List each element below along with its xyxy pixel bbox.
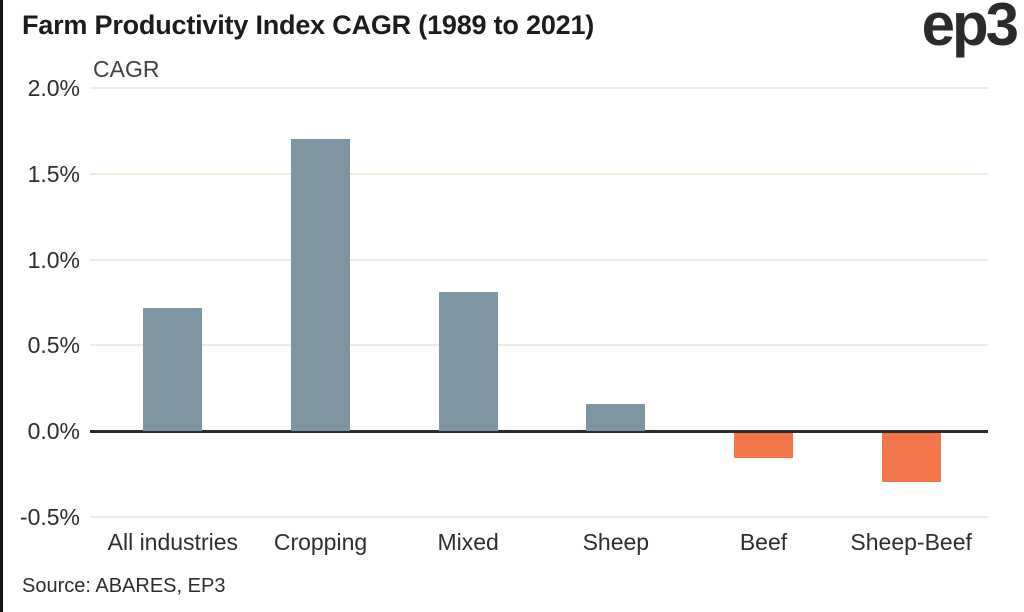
y-tick-label: -0.5% (19, 504, 80, 530)
bar-sheep (586, 403, 646, 432)
zero-baseline (90, 429, 988, 433)
y-tick-label: 1.5% (27, 160, 80, 187)
bar-beef (734, 432, 793, 459)
source-note: Source: ABARES, EP3 (22, 575, 226, 597)
y-tick-label: 2.0% (27, 75, 80, 101)
y-tick-label: 0.5% (27, 332, 80, 359)
gridline (90, 258, 988, 261)
bar-sheep-beef (881, 432, 941, 483)
category-label-cropping: Cropping (273, 529, 368, 555)
category-label-all-industries: All industries (107, 529, 239, 555)
y-tick-label: 0.0% (27, 418, 80, 445)
x-axis-labels: All industries Cropping Mixed Sheep Beef Shee… (0, 524, 1024, 560)
category-label-beef: Beef (739, 529, 788, 555)
category-label-mixed: Mixed (437, 529, 499, 555)
gridline (90, 516, 988, 518)
category-label-sheep-beef: Sheep-Beef (850, 529, 972, 555)
bar-cropping (291, 139, 350, 432)
bar-mixed (438, 292, 498, 432)
category-label-sheep: Sheep (582, 529, 650, 555)
bar-all-industries (143, 307, 203, 432)
ep3-logo: ep3 (921, 0, 1019, 58)
plot-area: 2.0% 1.5% 1.0% 0.5% 0.0% -0.5% (0, 75, 1024, 530)
chart-title: Farm Productivity Index CAGR (1989 to 20… (22, 10, 595, 40)
gridline (90, 87, 988, 89)
gridline (90, 344, 988, 347)
y-axis-title: CAGR (93, 56, 160, 82)
left-edge-strip (0, 0, 3, 612)
gridline (90, 172, 988, 175)
y-tick-label: 1.0% (27, 246, 80, 273)
